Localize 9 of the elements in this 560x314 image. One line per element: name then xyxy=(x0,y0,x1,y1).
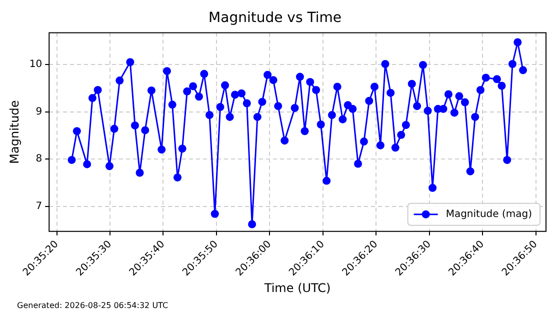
y-axis-title: Magnitude xyxy=(7,100,22,164)
legend-label: Magnitude (mag) xyxy=(446,208,532,220)
y-tick-label: 8 xyxy=(36,154,42,165)
chart-title: Magnitude vs Time xyxy=(208,10,342,26)
y-tick-label: 10 xyxy=(29,59,42,70)
x-axis-title: Time (UTC) xyxy=(263,280,331,295)
y-tick-label: 9 xyxy=(36,106,42,118)
text: Generated: 2026-08-25 06:54:32 UTC xyxy=(17,301,168,310)
y-tick-label: 7 xyxy=(36,200,42,212)
